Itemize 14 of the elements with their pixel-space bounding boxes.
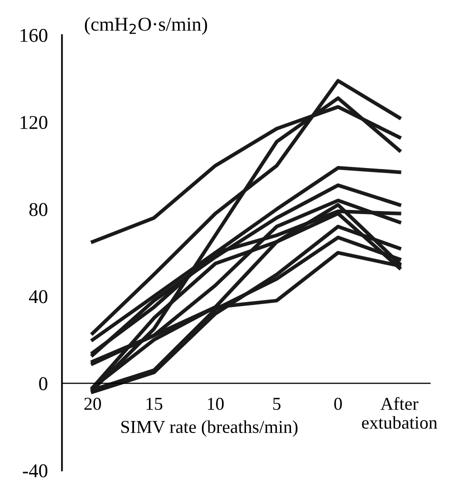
y-tick-label: 0 <box>39 377 48 390</box>
x-tick-label: 0 <box>334 398 342 410</box>
x-tick-label: After extubation <box>362 397 438 429</box>
y-tick-label: 40 <box>29 290 48 304</box>
y-tick-label: 160 <box>20 28 48 42</box>
x-tick-label: 5 <box>273 398 281 410</box>
y-tick-label: -40 <box>22 464 48 478</box>
y-axis-title: (cmH$_{2}$O·s/min) <box>84 17 208 35</box>
x-axis-title: SIMV rate (breaths/min) <box>121 420 298 437</box>
x-tick-label: 20 <box>84 398 101 410</box>
x-tick-label: 10 <box>208 398 224 410</box>
x-tick-label: 15 <box>146 398 162 410</box>
y-tick-label: 120 <box>20 116 48 130</box>
y-tick-label: 80 <box>29 203 48 216</box>
